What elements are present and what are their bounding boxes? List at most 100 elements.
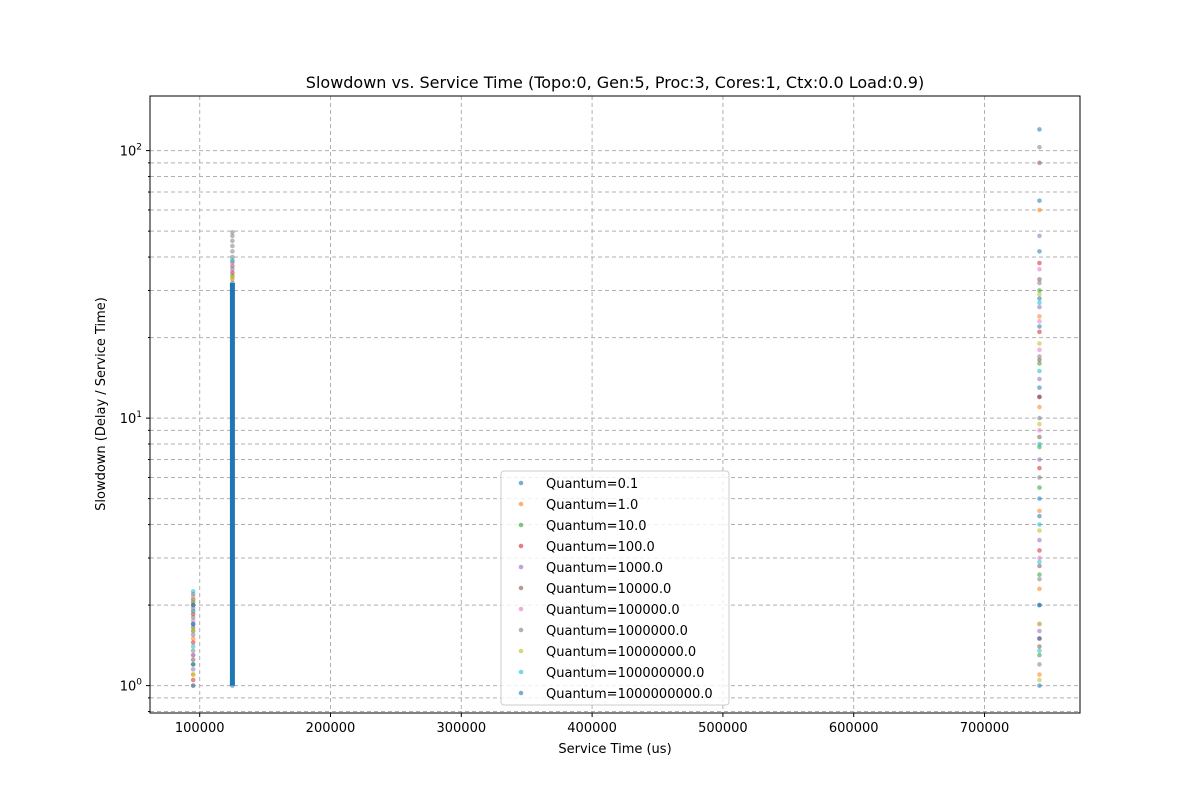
y-tick-base: 10 [120,680,137,695]
legend-marker [518,690,524,696]
scatter-point [1037,652,1042,658]
scatter-point [1037,555,1042,561]
scatter-point [1037,207,1042,213]
scatter-point [190,683,196,688]
legend-marker [518,501,524,507]
scatter-point [1037,475,1042,480]
scatter-point [230,275,235,280]
scatter-point [1037,434,1042,440]
scatter-point [1037,528,1042,533]
y-tick-label: 100 [120,678,143,695]
scatter-point [1037,602,1042,608]
scatter-point [1037,672,1042,677]
scatter-point [190,677,196,683]
scatter-point [1037,513,1042,519]
legend-label: Quantum=100000.0 [546,603,680,618]
scatter-point [190,672,196,677]
scatter-point [1037,576,1042,582]
scatter-point [190,628,196,634]
scatter-point [1037,288,1042,293]
scatter-point [190,615,196,620]
scatter-point [190,608,196,614]
scatter-point [1037,508,1042,514]
scatter-point [1037,324,1042,329]
scatter-point [1037,368,1042,374]
scatter-point [1037,563,1042,569]
chart-title: Slowdown vs. Service Time (Topo:0, Gen:5… [306,73,924,92]
y-axis-label: Slowdown (Delay / Service Time) [94,297,109,511]
scatter-point [190,597,196,602]
scatter-point [1037,644,1042,649]
scatter-point [1037,292,1042,297]
x-tick-label: 600000 [829,721,879,736]
scatter-point [230,238,235,244]
x-tick-label: 400000 [567,721,617,736]
x-tick-label: 300000 [436,721,486,736]
scatter-point [1037,559,1042,565]
scatter-point [1037,296,1042,301]
scatter-point [1037,354,1042,359]
legend-marker [518,648,524,654]
scatter-point [190,662,196,667]
legend-marker [518,606,524,612]
scatter-point [1037,160,1042,166]
scatter-point [1037,347,1042,353]
legend-label: Quantum=0.1 [546,477,638,492]
legend-marker [518,543,524,549]
scatter-point [190,625,196,630]
scatter-point [230,415,235,421]
y-tick-exponent: 0 [136,678,142,688]
scatter-point [190,636,196,641]
scatter-point [1037,496,1042,501]
scatter-point [1037,428,1042,433]
scatter-point [190,589,196,594]
scatter-point [230,249,235,254]
legend-marker [518,669,524,675]
scatter-point [1037,319,1042,324]
scatter-point [1037,683,1042,688]
scatter-point [1037,266,1042,272]
data-points [190,127,1042,688]
scatter-point [230,555,235,561]
scatter-point [190,644,196,649]
x-axis-label: Service Time (us) [558,742,671,757]
scatter-point [1037,361,1042,366]
legend-marker [518,522,524,528]
scatter-point [1037,394,1042,400]
scatter-point [190,652,196,658]
scatter-point [190,632,196,637]
x-tick-label: 700000 [960,721,1010,736]
legend: Quantum=0.1 Quantum=1.0 Quantum=10.0 Quantu… [500,470,730,706]
scatter-point [230,683,235,688]
scatter-point [1037,548,1042,553]
y-tick-exponent: 1 [136,410,142,420]
legend-label: Quantum=100000000.0 [546,666,704,681]
scatter-point [1037,329,1042,335]
scatter-point [1037,485,1042,490]
scatter-point [1037,376,1042,382]
legend-label: Quantum=1000000000.0 [546,687,713,702]
legend-marker [518,627,524,633]
scatter-point [230,257,235,263]
scatter-point [1037,415,1042,421]
legend-label: Quantum=10.0 [546,519,647,534]
scatter-point [1037,572,1042,577]
scatter-point [1037,404,1042,410]
scatter-point [1037,628,1042,634]
scatter-point [230,233,235,239]
scatter-point [190,657,196,662]
scatter-point [230,243,235,249]
scatter-point [1037,385,1042,390]
legend-label: Quantum=10000.0 [546,582,671,597]
scatter-point [1037,441,1042,447]
scatter-point [1037,537,1042,543]
legend-label: Quantum=10000000.0 [546,645,696,660]
legend-label: Quantum=1.0 [546,498,638,513]
scatter-point [1037,586,1042,592]
x-tick-label: 200000 [306,721,356,736]
y-tick-label: 101 [120,410,142,427]
scatter-point [1037,249,1042,254]
scatter-point [1037,280,1042,286]
scatter-point [230,280,235,286]
scatter-point [1037,662,1042,667]
